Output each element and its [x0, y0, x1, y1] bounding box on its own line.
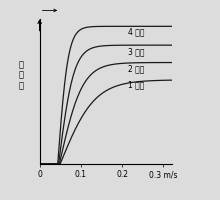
Text: 2 段目: 2 段目: [128, 64, 145, 73]
Text: 1 段目: 1 段目: [128, 80, 145, 89]
Text: 減
衰
力: 減 衰 力: [19, 60, 24, 90]
Text: 3 段目: 3 段目: [128, 47, 145, 56]
Text: 4 段目: 4 段目: [128, 27, 145, 36]
